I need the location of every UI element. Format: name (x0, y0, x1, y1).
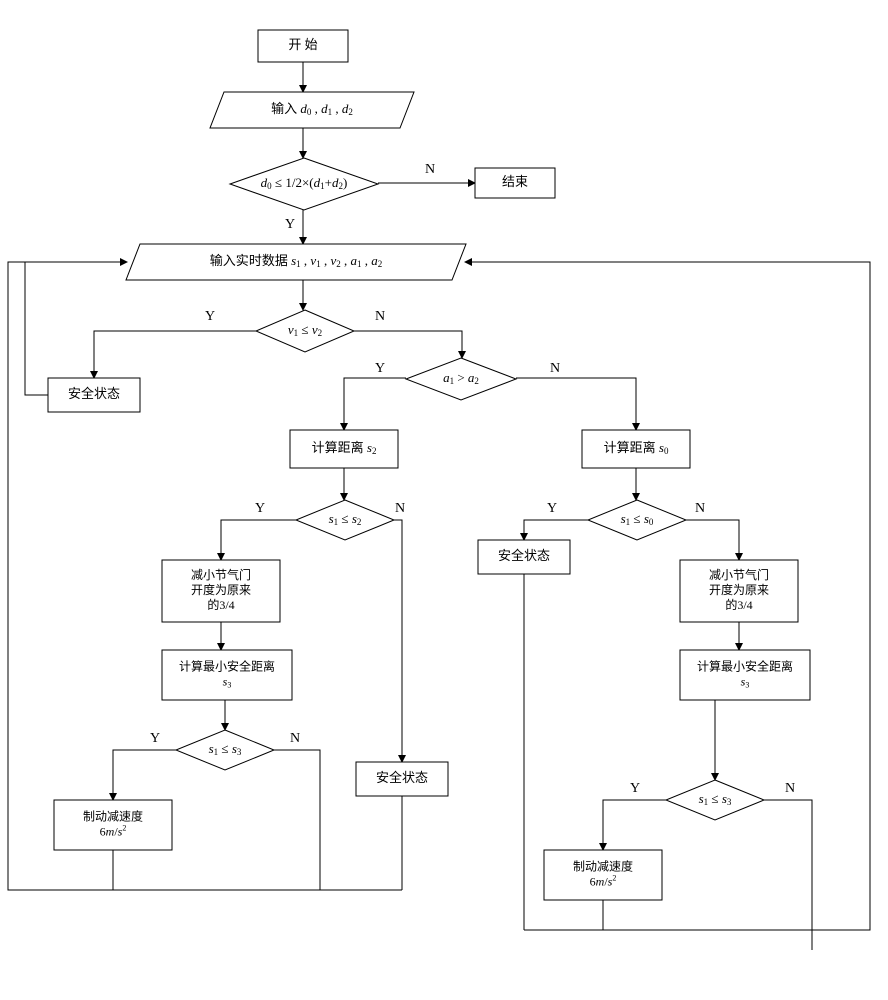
node-end: 结束 (475, 168, 555, 198)
svg-text:开 始: 开 始 (288, 37, 317, 52)
edge-label: Y (285, 217, 295, 232)
svg-text:计算距离 s2: 计算距离 s2 (312, 440, 377, 456)
node-calc_s2: 计算距离 s2 (290, 430, 398, 468)
node-brake_L: 制动减速度6m/s2 (54, 800, 172, 850)
node-throttle_R: 减小节气门开度为原来的3/4 (680, 560, 798, 622)
edge-label: Y (150, 731, 160, 746)
svg-text:制动减速度: 制动减速度 (83, 808, 143, 823)
svg-text:开度为原来: 开度为原来 (191, 582, 251, 597)
edge-label: Y (255, 501, 265, 516)
edge (516, 378, 636, 430)
edge-label: N (395, 501, 405, 516)
node-min_s3_R: 计算最小安全距离s3 (680, 650, 810, 700)
edge (25, 262, 126, 395)
svg-text:计算距离 s0: 计算距离 s0 (604, 440, 669, 456)
svg-text:v1 ≤ v2: v1 ≤ v2 (288, 322, 322, 338)
node-calc_s0: 计算距离 s0 (582, 430, 690, 468)
svg-text:结束: 结束 (502, 174, 528, 189)
edge (394, 520, 402, 762)
svg-text:计算最小安全距离: 计算最小安全距离 (179, 658, 275, 673)
svg-text:s1 ≤ s2: s1 ≤ s2 (329, 511, 362, 527)
edge (524, 520, 588, 540)
svg-text:减小节气门: 减小节气门 (709, 567, 769, 582)
edge (94, 331, 256, 378)
node-dec7: s1 ≤ s3 (666, 780, 764, 820)
svg-text:减小节气门: 减小节气门 (191, 567, 251, 582)
node-input2: 输入实时数据 s1 , v1 , v2 , a1 , a2 (126, 244, 466, 280)
node-dec2: v1 ≤ v2 (256, 310, 354, 352)
node-brake_R: 制动减速度6m/s2 (544, 850, 662, 900)
edge-label: N (550, 361, 560, 376)
edge (764, 800, 812, 950)
edge-label: Y (630, 781, 640, 796)
edge (113, 750, 176, 800)
svg-text:制动减速度: 制动减速度 (573, 858, 633, 873)
svg-text:安全状态: 安全状态 (376, 770, 428, 785)
edge-label: N (375, 309, 385, 324)
svg-text:a1 > a2: a1 > a2 (443, 370, 479, 386)
edge-label: N (695, 501, 705, 516)
flowchart-canvas: 开 始输入 d0 , d1 , d2 d0 ≤ 1/2×(d1+d2) 结束输入实时… (0, 0, 888, 1000)
svg-text:的3/4: 的3/4 (725, 597, 752, 612)
svg-text:开度为原来: 开度为原来 (709, 582, 769, 597)
bus-right (465, 262, 870, 930)
edge-label: Y (375, 361, 385, 376)
svg-text:安全状态: 安全状态 (498, 548, 550, 563)
edge (344, 378, 406, 430)
svg-text:的3/4: 的3/4 (207, 597, 234, 612)
edge (686, 520, 739, 560)
node-input1: 输入 d0 , d1 , d2 (210, 92, 414, 128)
node-safe2: 安全状态 (478, 540, 570, 574)
node-dec1: d0 ≤ 1/2×(d1+d2) (230, 158, 378, 210)
node-throttle_L: 减小节气门开度为原来的3/4 (162, 560, 280, 622)
node-dec4: s1 ≤ s2 (296, 500, 394, 540)
edge (603, 800, 666, 850)
svg-text:6m/s2: 6m/s2 (590, 873, 617, 888)
edge (354, 331, 462, 358)
edge-label: Y (547, 501, 557, 516)
svg-text:6m/s2: 6m/s2 (100, 823, 127, 838)
svg-text:计算最小安全距离: 计算最小安全距离 (697, 658, 793, 673)
node-start: 开 始 (258, 30, 348, 62)
bus-left (8, 262, 127, 890)
node-dec5: s1 ≤ s0 (588, 500, 686, 540)
svg-text:输入实时数据 s1 , v1 , v2 , a1 , a2: 输入实时数据 s1 , v1 , v2 , a1 , a2 (210, 253, 382, 269)
edge (274, 750, 320, 890)
edge-label: N (785, 781, 795, 796)
edge-label: N (290, 731, 300, 746)
edge-label: Y (205, 309, 215, 324)
node-min_s3_L: 计算最小安全距离s3 (162, 650, 292, 700)
node-safe1: 安全状态 (48, 378, 140, 412)
node-safe3: 安全状态 (356, 762, 448, 796)
edge-label: N (425, 162, 435, 177)
svg-text:d0 ≤ 1/2×(d1+d2): d0 ≤ 1/2×(d1+d2) (261, 175, 348, 191)
node-dec3: a1 > a2 (406, 358, 516, 400)
edge (221, 520, 296, 560)
node-dec6: s1 ≤ s3 (176, 730, 274, 770)
svg-text:安全状态: 安全状态 (68, 386, 120, 401)
svg-text:输入 d0 , d1 , d2: 输入 d0 , d1 , d2 (271, 101, 353, 117)
